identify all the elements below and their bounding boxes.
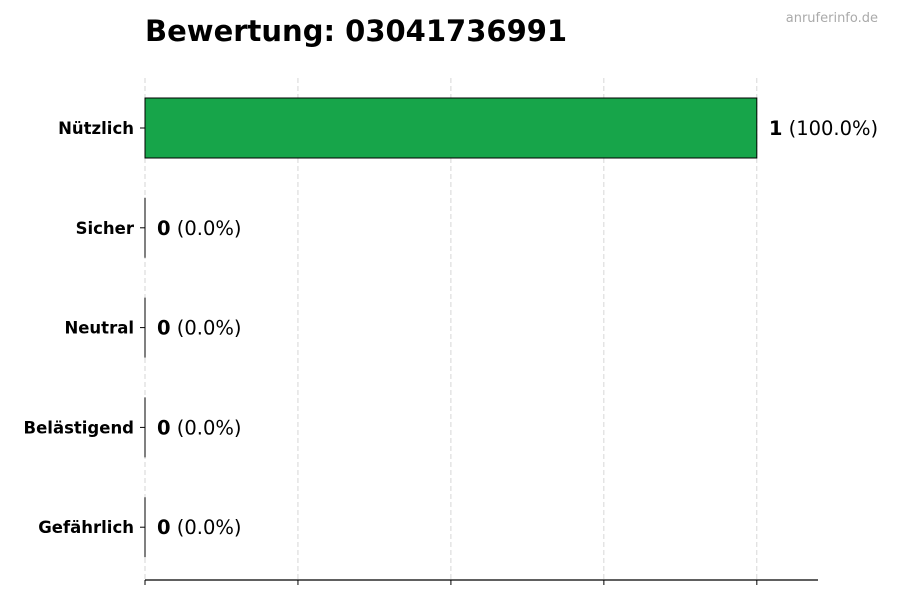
category-label: Neutral — [64, 319, 134, 338]
watermark: anruferinfo.de — [786, 11, 878, 26]
chart-title: Bewertung: 03041736991 — [145, 14, 567, 48]
data-label-count: 1 — [769, 117, 783, 140]
bars — [144, 97, 758, 558]
data-label: 1 (100.0%) — [769, 117, 878, 140]
data-label: 0 (0.0%) — [157, 416, 242, 439]
category-label: Gefährlich — [38, 518, 134, 537]
data-label-count: 0 — [157, 416, 171, 439]
data-label-percent: (0.0%) — [171, 516, 242, 539]
x-ticks — [144, 580, 758, 585]
data-label-percent: (0.0%) — [171, 416, 242, 439]
data-label: 0 (0.0%) — [157, 516, 242, 539]
category-label: Belästigend — [24, 418, 134, 437]
bar — [144, 97, 758, 159]
data-label-count: 0 — [157, 217, 171, 240]
category-label: Nützlich — [58, 119, 134, 138]
data-label-percent: (100.0%) — [782, 117, 878, 140]
data-label: 0 (0.0%) — [157, 217, 242, 240]
grid — [144, 78, 758, 580]
category-label: Sicher — [76, 219, 135, 238]
data-label-count: 0 — [157, 317, 171, 340]
data-label-percent: (0.0%) — [171, 217, 242, 240]
data-label-count: 0 — [157, 516, 171, 539]
labels: Nützlich 1 (100.0%) Sicher 0 (0.0%) Neutral 0… — [24, 117, 879, 539]
data-label-percent: (0.0%) — [171, 317, 242, 340]
data-label: 0 (0.0%) — [157, 317, 242, 340]
